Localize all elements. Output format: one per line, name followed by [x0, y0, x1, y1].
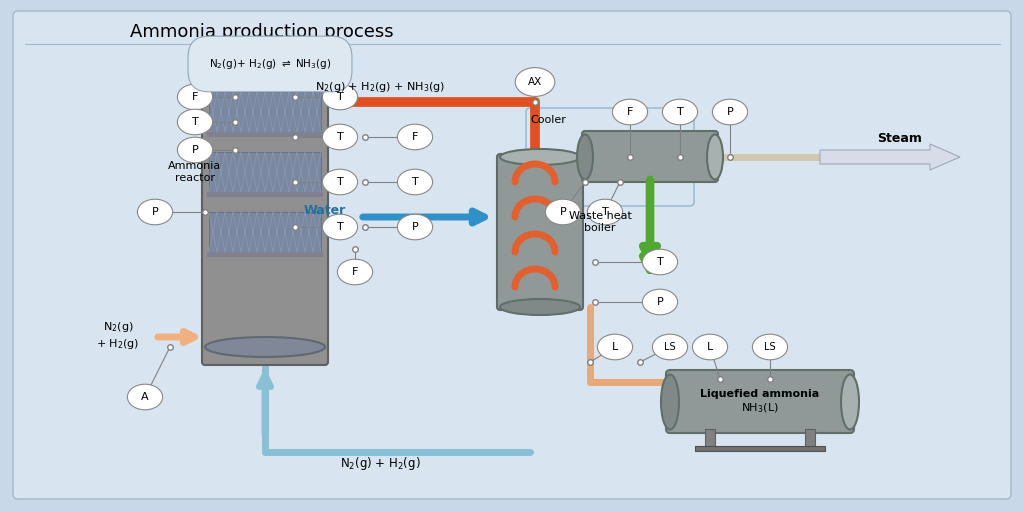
Text: P: P: [152, 207, 159, 217]
Ellipse shape: [177, 84, 213, 110]
Text: A: A: [141, 392, 148, 402]
Ellipse shape: [692, 334, 728, 360]
Ellipse shape: [577, 135, 593, 180]
Ellipse shape: [841, 374, 859, 430]
Text: F: F: [191, 92, 199, 102]
Ellipse shape: [323, 84, 357, 110]
Ellipse shape: [642, 249, 678, 275]
Ellipse shape: [515, 68, 555, 96]
Ellipse shape: [713, 99, 748, 125]
Ellipse shape: [323, 124, 357, 150]
Text: NH$_3$(L): NH$_3$(L): [741, 401, 779, 415]
Ellipse shape: [127, 384, 163, 410]
Text: P: P: [727, 107, 733, 117]
Text: AX: AX: [528, 77, 542, 87]
Text: Waste heat
boiler: Waste heat boiler: [568, 211, 632, 233]
Text: T: T: [412, 177, 419, 187]
Ellipse shape: [337, 259, 373, 285]
Text: T: T: [677, 107, 683, 117]
Text: T: T: [337, 222, 343, 232]
FancyBboxPatch shape: [666, 370, 854, 433]
Text: F: F: [627, 107, 633, 117]
FancyBboxPatch shape: [202, 49, 328, 365]
Text: T: T: [337, 92, 343, 102]
FancyBboxPatch shape: [497, 154, 583, 310]
Ellipse shape: [205, 337, 325, 357]
Text: N$_2$(g) + H$_2$(g): N$_2$(g) + H$_2$(g): [340, 456, 420, 473]
FancyBboxPatch shape: [209, 212, 321, 252]
Ellipse shape: [397, 214, 432, 240]
Polygon shape: [820, 144, 961, 170]
Text: P: P: [412, 222, 419, 232]
Text: + H$_2$(g): + H$_2$(g): [96, 337, 139, 351]
Text: N$_2$(g)+ H$_2$(g) $\rightleftharpoons$ NH$_3$(g): N$_2$(g)+ H$_2$(g) $\rightleftharpoons$ …: [209, 57, 331, 71]
Ellipse shape: [662, 374, 679, 430]
Ellipse shape: [663, 99, 697, 125]
Ellipse shape: [177, 109, 213, 135]
Text: LS: LS: [665, 342, 676, 352]
FancyArrowPatch shape: [643, 180, 657, 260]
Ellipse shape: [652, 334, 687, 360]
Ellipse shape: [397, 124, 432, 150]
Ellipse shape: [397, 169, 432, 195]
Ellipse shape: [597, 334, 633, 360]
Text: T: T: [337, 132, 343, 142]
Text: N$_2$(g) + H$_2$(g) + NH$_3$(g): N$_2$(g) + H$_2$(g) + NH$_3$(g): [315, 80, 445, 94]
Ellipse shape: [323, 169, 357, 195]
Ellipse shape: [546, 199, 581, 225]
Bar: [207, 252, 323, 257]
Text: Steam: Steam: [878, 132, 923, 144]
Text: P: P: [656, 297, 664, 307]
Text: N$_2$(g): N$_2$(g): [102, 320, 133, 334]
Ellipse shape: [612, 99, 647, 125]
Ellipse shape: [500, 149, 580, 165]
Text: F: F: [352, 267, 358, 277]
Text: L: L: [612, 342, 618, 352]
Ellipse shape: [500, 299, 580, 315]
Text: T: T: [337, 177, 343, 187]
FancyArrowPatch shape: [822, 152, 954, 162]
Text: T: T: [656, 257, 664, 267]
Text: Liquefied ammonia: Liquefied ammonia: [700, 389, 819, 399]
FancyBboxPatch shape: [209, 42, 321, 82]
Ellipse shape: [137, 199, 173, 225]
Ellipse shape: [323, 214, 357, 240]
Text: Ammonia production process: Ammonia production process: [130, 23, 393, 41]
Bar: [805, 429, 815, 449]
FancyArrowPatch shape: [158, 331, 195, 343]
Text: Water: Water: [304, 203, 346, 217]
Text: T: T: [191, 117, 199, 127]
Text: LS: LS: [764, 342, 776, 352]
Ellipse shape: [205, 42, 325, 62]
Text: Ammonia
reactor: Ammonia reactor: [168, 161, 221, 183]
Text: T: T: [602, 207, 608, 217]
FancyBboxPatch shape: [209, 92, 321, 132]
Text: F: F: [412, 132, 418, 142]
FancyBboxPatch shape: [13, 11, 1011, 499]
Bar: [695, 446, 825, 451]
Bar: [207, 132, 323, 137]
Ellipse shape: [707, 135, 723, 180]
Bar: [207, 82, 323, 87]
FancyBboxPatch shape: [582, 131, 718, 182]
Text: P: P: [191, 145, 199, 155]
FancyArrowPatch shape: [362, 211, 484, 223]
Text: L: L: [707, 342, 713, 352]
Ellipse shape: [588, 199, 623, 225]
Ellipse shape: [642, 289, 678, 315]
FancyBboxPatch shape: [209, 152, 321, 192]
Ellipse shape: [753, 334, 787, 360]
Bar: [705, 429, 715, 449]
Ellipse shape: [177, 137, 213, 163]
Text: Cooler: Cooler: [530, 115, 566, 125]
Text: P: P: [560, 207, 566, 217]
Bar: [207, 192, 323, 197]
